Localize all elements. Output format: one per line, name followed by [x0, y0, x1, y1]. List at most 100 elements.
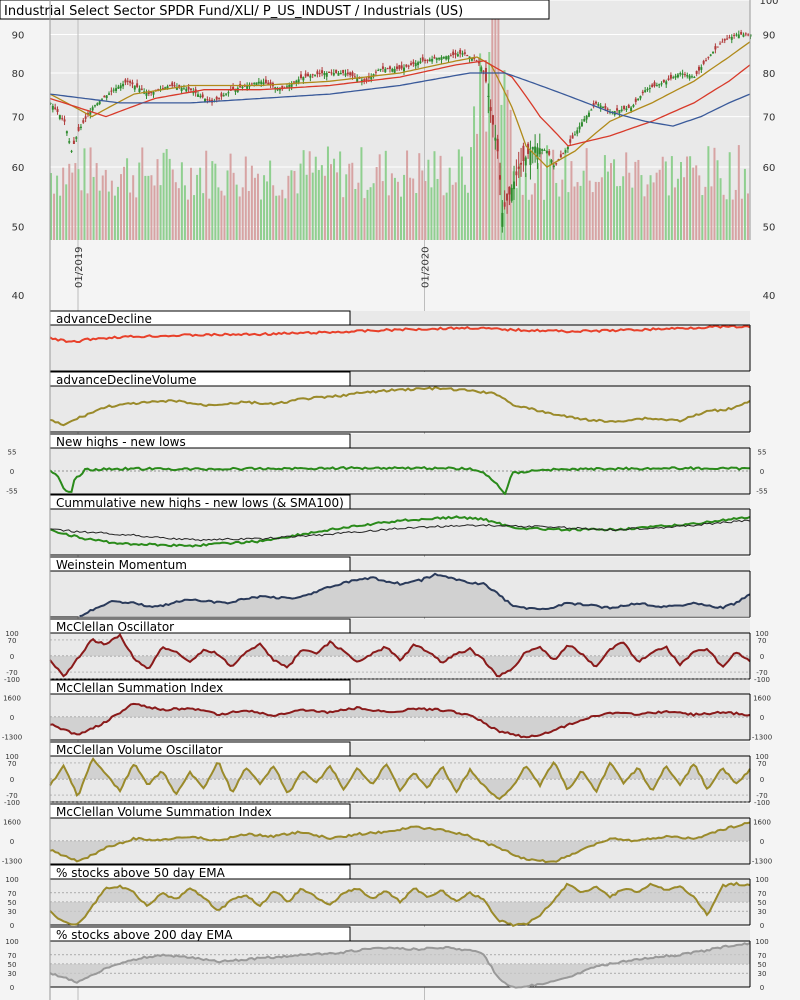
candle-body — [342, 69, 345, 73]
volume-bar — [646, 184, 649, 240]
indicator-y-tick-right: 55 — [758, 448, 767, 456]
volume-bar — [524, 173, 527, 240]
candle-body — [344, 73, 347, 76]
indicator-y-tick-right: 100 — [755, 938, 768, 946]
volume-bar — [725, 199, 728, 240]
volume-bar — [503, 70, 506, 241]
volume-bar — [588, 180, 591, 240]
candle-body — [161, 88, 164, 90]
candle-body — [503, 202, 506, 207]
candle-body — [410, 63, 413, 65]
candle-body — [428, 59, 431, 62]
candle-body — [433, 56, 436, 59]
volume-bar — [202, 193, 205, 240]
candle-body — [695, 70, 698, 74]
volume-bar — [564, 147, 567, 240]
candle-body — [466, 55, 469, 57]
candle-body — [697, 66, 700, 71]
candle-body — [552, 165, 555, 168]
candle-body — [587, 112, 590, 117]
volume-bar — [427, 159, 430, 240]
candle-body — [204, 98, 207, 102]
candle-body — [583, 118, 586, 122]
candle-body — [520, 162, 523, 165]
volume-bar — [168, 158, 171, 240]
candle-body — [578, 126, 581, 130]
candle-body — [241, 86, 244, 89]
candle-body — [716, 46, 719, 48]
candle-body — [349, 72, 352, 76]
volume-bar — [521, 194, 524, 240]
candle-body — [173, 85, 176, 87]
volume-bar — [409, 177, 412, 240]
candle-body — [54, 107, 57, 109]
candle-body — [658, 84, 661, 86]
candle-body — [381, 66, 384, 69]
volume-bar — [238, 196, 241, 240]
candle-body — [438, 57, 441, 60]
indicator-y-tick-right: 0 — [760, 468, 764, 476]
volume-bar — [135, 197, 138, 240]
volume-bar — [500, 104, 503, 240]
candle-body — [140, 88, 143, 90]
volume-bar — [683, 177, 686, 240]
volume-bar — [311, 172, 314, 240]
candle-body — [683, 74, 686, 76]
candle-body — [676, 74, 679, 78]
indicator-y-tick-right: 0 — [760, 714, 764, 722]
indicator-y-tick-left: 1600 — [3, 694, 21, 702]
candle-body — [295, 80, 298, 84]
price-y-tick-right: 70 — [763, 113, 776, 124]
candle-body — [726, 38, 729, 40]
candle-body — [117, 86, 120, 89]
candle-body — [122, 83, 125, 87]
candle-body — [129, 81, 132, 83]
indicator-y-tick-right: 30 — [758, 970, 767, 978]
price-y-tick-left: 40 — [12, 291, 25, 302]
candle-body — [417, 62, 420, 66]
candle-body — [735, 34, 738, 36]
volume-bar — [600, 177, 603, 240]
indicator-line-0 — [49, 515, 751, 548]
candle-body — [290, 83, 293, 87]
indicator-y-tick-right: 1600 — [753, 694, 771, 702]
volume-bar — [98, 190, 101, 240]
volume-bar — [323, 175, 326, 240]
volume-bar — [637, 159, 640, 240]
candle-body — [377, 69, 380, 71]
sma-line-1 — [49, 60, 751, 147]
volume-bar — [101, 175, 104, 240]
candle-body — [115, 88, 118, 91]
volume-bar — [649, 175, 652, 240]
indicator-title: McClellan Volume Oscillator — [56, 743, 223, 757]
indicator-y-tick-right: -100 — [754, 799, 770, 807]
candle-body — [426, 59, 429, 61]
indicator-y-tick-left: -1300 — [2, 858, 22, 866]
candle-body — [712, 51, 715, 54]
volume-bar — [582, 170, 585, 240]
indicator-y-tick-right: -100 — [754, 676, 770, 684]
candle-body — [431, 58, 434, 62]
indicator-y-tick-left: -1300 — [2, 734, 22, 742]
candle-body — [152, 91, 155, 95]
candle-body — [623, 105, 626, 110]
volume-bar — [573, 186, 576, 240]
indicator-y-tick-right: -1300 — [752, 734, 772, 742]
volume-bar — [110, 180, 113, 240]
candle-body — [491, 115, 494, 125]
volume-bar — [704, 186, 707, 240]
candle-body — [278, 89, 281, 91]
indicator-area-fill — [78, 573, 750, 617]
candle-body — [648, 87, 651, 89]
candle-body — [548, 151, 551, 155]
volume-bar — [716, 160, 719, 240]
volume-bar — [543, 199, 546, 240]
candle-body — [536, 147, 539, 160]
candle-body — [314, 74, 317, 76]
candle-body — [185, 88, 188, 92]
volume-bar — [476, 133, 479, 240]
volume-bar — [284, 198, 287, 240]
volume-bar — [664, 161, 667, 240]
indicator-y-tick-right: 30 — [758, 908, 767, 916]
volume-bar — [272, 185, 275, 240]
